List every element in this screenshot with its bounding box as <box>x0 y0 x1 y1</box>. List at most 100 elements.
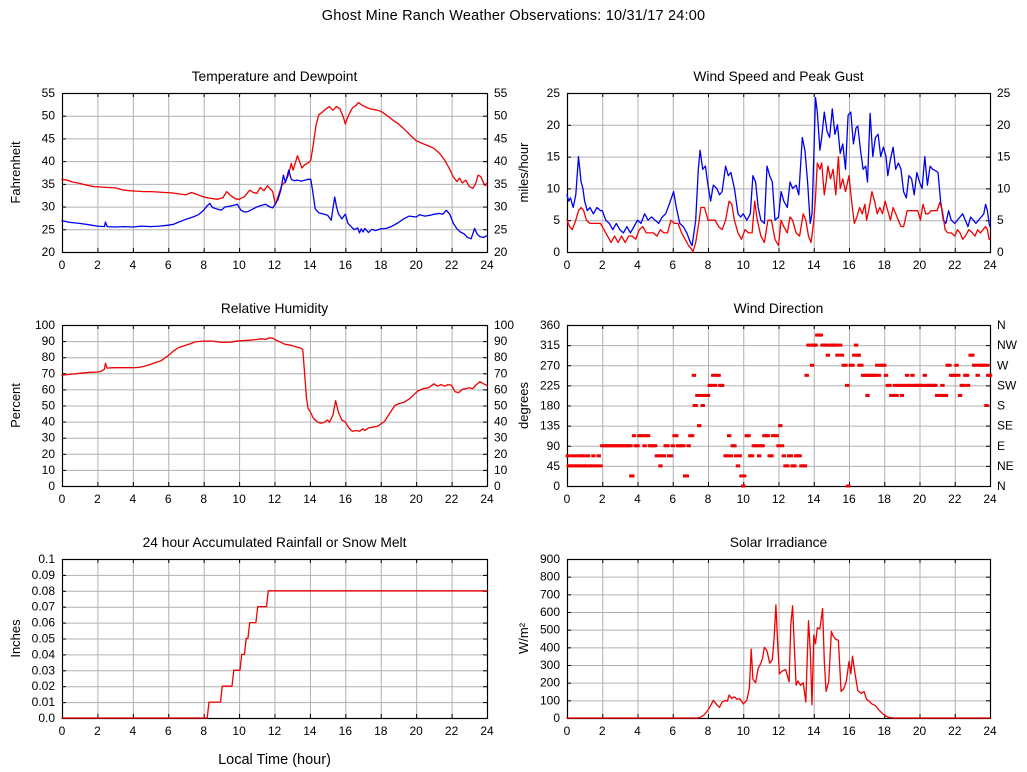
y-tick-label-right: 40 <box>494 154 508 168</box>
y-tick-label: 360 <box>540 318 560 332</box>
y-tick-label: 0.06 <box>32 616 56 630</box>
y-tick-label: 25 <box>42 222 56 236</box>
x-tick-label: 6 <box>669 492 676 506</box>
x-tick-label: 16 <box>842 258 856 272</box>
y-tick-label: 500 <box>540 623 560 637</box>
y-tick-label: 35 <box>42 177 56 191</box>
y-tick-label: 100 <box>540 693 560 707</box>
y-tick-label-right: N <box>997 479 1006 493</box>
chart-title: Solar Irradiance <box>730 535 828 550</box>
y-tick-label: 400 <box>540 640 560 654</box>
y-tick-label: 315 <box>540 338 560 352</box>
y-tick-label-right: 90 <box>494 334 508 348</box>
x-tick-label: 10 <box>232 492 246 506</box>
x-tick-label: 4 <box>129 724 136 738</box>
y-axis-unit-label: miles/hour <box>516 142 531 203</box>
y-axis-unit-label: Inches <box>8 619 23 658</box>
y-tick-label-right: 25 <box>494 222 508 236</box>
y-tick-label-right: 0 <box>494 479 501 493</box>
y-tick-label: 0.07 <box>32 600 56 614</box>
x-tick-label: 8 <box>705 724 712 738</box>
y-tick-label: 45 <box>547 459 561 473</box>
x-tick-label: 18 <box>374 724 388 738</box>
chart-rainfall: 0.0 0.01 0.02 0.03 0.04 0.05 0.06 0.07 0.08 0.09 0… <box>0 522 515 772</box>
y-tick-label-right: 25 <box>997 86 1011 100</box>
y-tick-label: 270 <box>540 358 560 372</box>
tick-marks <box>567 93 991 253</box>
tick-marks <box>567 325 991 487</box>
y-tick-label-right: 10 <box>494 463 508 477</box>
y-tick-label: 0.03 <box>32 663 56 677</box>
y-tick-label: 25 <box>547 86 561 100</box>
x-tick-label: 6 <box>669 724 676 738</box>
x-tick-label: 2 <box>599 492 606 506</box>
x-tick-label: 12 <box>268 724 282 738</box>
y-tick-label: 0.04 <box>32 647 56 661</box>
y-tick-label-right: SW <box>997 378 1017 392</box>
y-tick-label-right: 20 <box>494 245 508 259</box>
y-tick-label: 700 <box>540 587 560 601</box>
y-tick-label: 40 <box>42 415 56 429</box>
y-tick-label: 225 <box>540 378 560 392</box>
x-tick-label: 24 <box>983 492 997 506</box>
x-axis-label: Local Time (hour) <box>218 752 331 768</box>
series-irradiance <box>566 604 991 719</box>
y-tick-label: 55 <box>42 86 56 100</box>
x-tick-label: 0 <box>564 258 571 272</box>
y-tick-label: 100 <box>35 318 55 332</box>
series-humidity <box>61 337 488 432</box>
y-tick-label-right: S <box>997 399 1005 413</box>
x-tick-label: 20 <box>913 492 927 506</box>
x-tick-label: 12 <box>268 492 282 506</box>
y-tick-label-right: 15 <box>997 150 1011 164</box>
y-tick-label: 90 <box>547 439 561 453</box>
x-tick-label: 10 <box>232 258 246 272</box>
y-tick-label: 5 <box>553 213 560 227</box>
y-axis-unit-label: Fahrenheit <box>8 141 23 204</box>
y-tick-label: 30 <box>42 431 56 445</box>
x-tick-label: 18 <box>878 492 892 506</box>
y-tick-label-right: 80 <box>494 350 508 364</box>
grid-lines <box>62 93 488 253</box>
y-tick-label: 10 <box>547 181 561 195</box>
y-tick-label-right: 35 <box>494 177 508 191</box>
y-tick-label-right: 55 <box>494 86 508 100</box>
x-tick-label: 14 <box>303 724 317 738</box>
chart-relative-humidity: 0 0 10 10 20 20 30 30 40 40 50 50 60 60 70 70 80 80 90 90 10… <box>0 288 515 522</box>
tick-marks <box>62 93 488 253</box>
x-tick-label: 2 <box>94 258 101 272</box>
y-axis-unit-label: degrees <box>516 382 531 429</box>
x-tick-label: 14 <box>807 258 821 272</box>
y-tick-label: 0.1 <box>38 552 55 566</box>
x-tick-label: 8 <box>200 258 207 272</box>
series-direction <box>565 333 993 488</box>
x-tick-label: 16 <box>339 492 353 506</box>
x-tick-label: 22 <box>948 258 962 272</box>
x-tick-label: 18 <box>878 724 892 738</box>
y-tick-label-right: 30 <box>494 431 508 445</box>
axis-labels: 0.0 0.01 0.02 0.03 0.040.05 0.06 0.07 0.08 0.09 0… <box>32 552 494 738</box>
y-tick-label: 600 <box>540 605 560 619</box>
chart-title: Relative Humidity <box>221 301 328 316</box>
chart-title: Wind Direction <box>734 301 824 316</box>
y-tick-label: 70 <box>42 366 56 380</box>
grid-lines <box>62 325 488 487</box>
y-tick-label: 10 <box>42 463 56 477</box>
y-tick-label: 45 <box>42 131 56 145</box>
x-tick-label: 22 <box>445 258 459 272</box>
y-tick-label: 135 <box>540 419 560 433</box>
y-tick-label: 50 <box>42 399 56 413</box>
x-tick-label: 16 <box>842 492 856 506</box>
chart-title: 24 hour Accumulated Rainfall or Snow Mel… <box>143 535 407 550</box>
x-tick-label: 10 <box>737 492 751 506</box>
rainfall-canvas: 0.0 0.01 0.02 0.03 0.040.05 0.06 0.07 0.08 0.09 0… <box>8 535 494 768</box>
y-tick-label-right: 45 <box>494 131 508 145</box>
x-tick-label: 22 <box>445 724 459 738</box>
x-tick-label: 20 <box>409 724 423 738</box>
x-tick-label: 8 <box>705 492 712 506</box>
y-tick-label: 80 <box>42 350 56 364</box>
